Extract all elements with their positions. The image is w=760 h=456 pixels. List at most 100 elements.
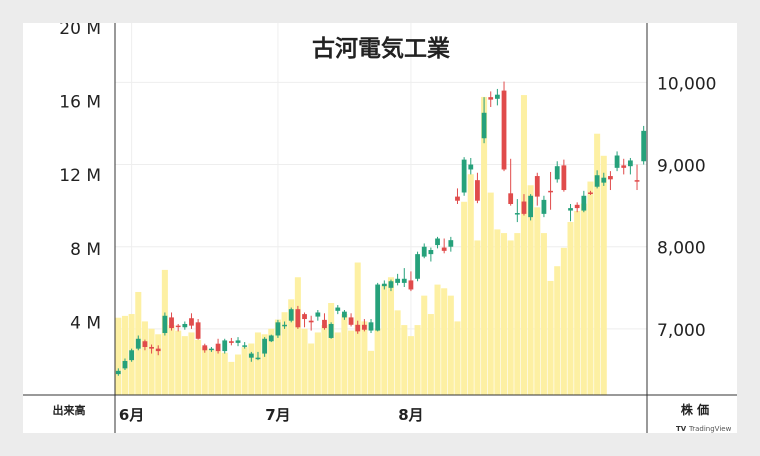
- volume-bar: [507, 240, 514, 395]
- candle-body: [448, 240, 454, 247]
- candle-body: [149, 346, 154, 349]
- candle: [129, 348, 135, 362]
- candle-body: [581, 195, 587, 211]
- volume-bar: [175, 330, 182, 395]
- volume-bar: [188, 332, 195, 395]
- candle-body: [189, 318, 194, 326]
- candle: [322, 313, 327, 330]
- candle: [514, 199, 520, 223]
- candle-body: [248, 353, 254, 358]
- candle-body: [368, 322, 374, 331]
- volume-bar: [587, 181, 594, 395]
- candle-body: [634, 180, 640, 182]
- candle-body: [302, 314, 307, 320]
- candle-body: [428, 250, 434, 255]
- candle: [608, 171, 613, 191]
- candle: [415, 251, 420, 282]
- candle: [588, 190, 593, 195]
- price-tick-label: 8,000: [657, 239, 706, 259]
- volume-bar: [374, 328, 381, 395]
- candle: [381, 280, 387, 290]
- volume-bars: [115, 95, 607, 396]
- volume-bar: [394, 310, 401, 395]
- volume-bar: [574, 211, 581, 395]
- candle-body: [268, 335, 274, 342]
- candle: [335, 305, 341, 315]
- candle-body: [328, 323, 334, 338]
- volume-bar: [554, 266, 561, 395]
- candle-body: [435, 238, 440, 246]
- volume-bar: [401, 325, 408, 395]
- volume-bar: [195, 339, 202, 395]
- candle: [528, 194, 534, 221]
- volume-bar: [288, 299, 295, 395]
- volume-bar: [241, 347, 248, 395]
- candle: [122, 358, 128, 370]
- month-tick-label: 7月: [265, 406, 290, 424]
- candle: [627, 157, 633, 175]
- candle-body: [322, 319, 327, 329]
- volume-bar: [414, 325, 421, 395]
- candle-body: [315, 312, 321, 317]
- candle: [195, 319, 201, 340]
- axes: [23, 23, 737, 433]
- candle: [368, 319, 374, 334]
- candle-body: [162, 315, 168, 334]
- candle-body: [488, 97, 494, 100]
- candle: [621, 158, 627, 175]
- candle: [295, 305, 301, 329]
- candle-body: [415, 254, 420, 279]
- volume-bar: [228, 361, 235, 395]
- candle-body: [501, 90, 507, 170]
- candle: [494, 88, 500, 106]
- candle: [388, 279, 394, 292]
- candle: [202, 343, 208, 353]
- candle: [302, 312, 307, 328]
- candle: [169, 312, 174, 331]
- price-tick-label: 9,000: [657, 157, 706, 177]
- volume-bar: [427, 314, 434, 395]
- candle: [634, 164, 640, 191]
- candle: [262, 337, 268, 357]
- volume-bar: [387, 277, 394, 395]
- candle-body: [142, 341, 148, 347]
- candle: [448, 236, 454, 252]
- candle: [401, 268, 407, 287]
- tradingview-watermark: TradingView: [688, 425, 732, 433]
- candle-body: [514, 213, 520, 215]
- candle-body: [235, 340, 241, 343]
- candle-body: [122, 360, 128, 369]
- volume-bar: [221, 352, 228, 395]
- candle: [189, 313, 194, 329]
- candle-body: [614, 155, 620, 168]
- candle-body: [528, 195, 534, 218]
- candle-body: [455, 196, 460, 201]
- candle-body: [228, 341, 234, 343]
- volume-bar: [421, 295, 428, 395]
- volume-bar: [454, 321, 461, 395]
- candle-body: [621, 165, 627, 168]
- candle: [468, 157, 474, 175]
- volume-bar: [168, 325, 175, 395]
- candle: [574, 202, 580, 213]
- candle-body: [381, 283, 387, 287]
- price-tick-label: 10,000: [657, 74, 716, 94]
- candle-body: [135, 338, 141, 349]
- candle-body: [129, 350, 135, 361]
- candle-body: [175, 325, 181, 328]
- candle: [135, 335, 141, 351]
- volume-bar: [274, 319, 281, 395]
- candle-body: [521, 201, 527, 214]
- candle: [455, 188, 460, 204]
- candle: [242, 342, 248, 349]
- candle-body: [355, 324, 361, 332]
- candle-body: [195, 322, 201, 339]
- candle-body: [475, 180, 480, 201]
- candle: [481, 97, 487, 144]
- volume-bar: [148, 328, 155, 395]
- volume-bar: [600, 155, 607, 395]
- candle: [315, 310, 321, 321]
- chart-title: 古河電気工業: [312, 35, 451, 62]
- candle-body: [508, 193, 514, 204]
- candle: [375, 282, 381, 332]
